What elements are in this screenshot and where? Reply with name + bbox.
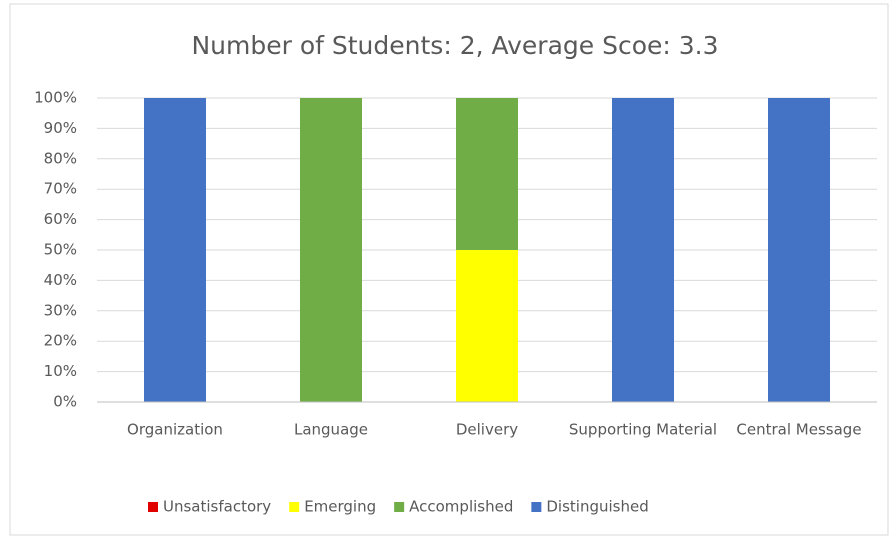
x-tick-label: Language — [294, 421, 368, 439]
y-tick-label: 40% — [44, 271, 77, 289]
y-tick-label: 20% — [44, 332, 77, 350]
legend-swatch — [148, 502, 158, 512]
bar-segment — [612, 98, 674, 402]
x-tick-label: Central Message — [736, 421, 861, 439]
x-tick-label: Supporting Material — [569, 421, 717, 439]
x-tick-label: Delivery — [456, 421, 518, 439]
legend-swatch — [531, 502, 542, 512]
bar-segment — [456, 250, 518, 402]
y-tick-label: 50% — [44, 241, 77, 259]
bar-segment — [144, 98, 206, 402]
chart-title: Number of Students: 2, Average Scoe: 3.3 — [191, 31, 718, 60]
y-tick-label: 30% — [44, 301, 77, 319]
y-tick-label: 0% — [53, 393, 77, 411]
y-tick-label: 60% — [44, 210, 77, 228]
y-tick-label: 100% — [34, 89, 77, 107]
y-tick-label: 90% — [44, 119, 77, 137]
bar-segment — [456, 98, 518, 250]
legend-label: Unsatisfactory — [163, 498, 271, 516]
x-tick-label: Organization — [127, 421, 223, 439]
y-tick-label: 70% — [44, 180, 77, 198]
legend-swatch — [394, 502, 405, 512]
y-tick-label: 10% — [44, 362, 77, 380]
bar-segment — [300, 98, 362, 402]
legend-label: Emerging — [304, 498, 376, 516]
bar-segment — [768, 98, 830, 402]
legend-swatch — [289, 502, 300, 512]
y-tick-label: 80% — [44, 149, 77, 167]
legend-label: Accomplished — [409, 498, 513, 516]
chart-frame — [9, 3, 889, 536]
legend-label: Distinguished — [546, 498, 648, 516]
